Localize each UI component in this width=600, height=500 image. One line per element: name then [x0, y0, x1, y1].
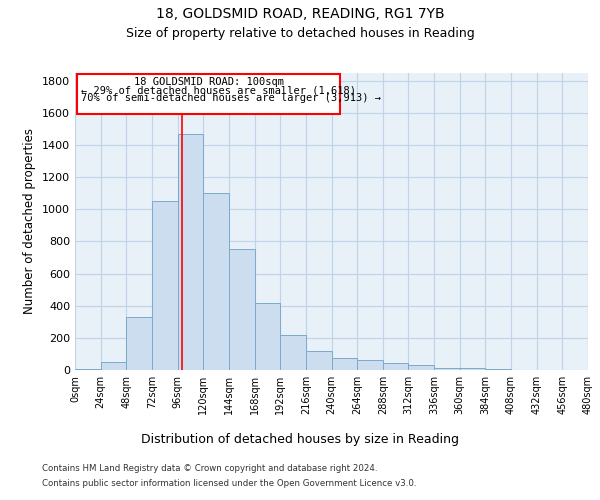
Text: ← 29% of detached houses are smaller (1,618): ← 29% of detached houses are smaller (1,…: [82, 86, 356, 96]
Text: Contains public sector information licensed under the Open Government Licence v3: Contains public sector information licen…: [42, 479, 416, 488]
Bar: [229, 250, 254, 370]
Bar: [409, 365, 434, 370]
Text: 18, GOLDSMID ROAD, READING, RG1 7YB: 18, GOLDSMID ROAD, READING, RG1 7YB: [155, 8, 445, 22]
Text: 18 GOLDSMID ROAD: 100sqm: 18 GOLDSMID ROAD: 100sqm: [134, 78, 284, 88]
Bar: [152, 201, 178, 370]
Bar: [383, 363, 409, 370]
Bar: [254, 304, 280, 370]
Bar: [127, 317, 152, 370]
Bar: [178, 134, 203, 370]
FancyBboxPatch shape: [77, 74, 340, 114]
Bar: [357, 360, 383, 370]
Bar: [434, 368, 460, 370]
Bar: [460, 368, 485, 370]
Text: Distribution of detached houses by size in Reading: Distribution of detached houses by size …: [141, 432, 459, 446]
Text: 70% of semi-detached houses are larger (3,913) →: 70% of semi-detached houses are larger (…: [82, 94, 382, 104]
Bar: [485, 369, 511, 370]
Bar: [203, 193, 229, 370]
Bar: [75, 369, 101, 370]
Bar: [101, 362, 127, 370]
Bar: [331, 358, 357, 370]
Y-axis label: Number of detached properties: Number of detached properties: [23, 128, 37, 314]
Bar: [306, 350, 331, 370]
Text: Contains HM Land Registry data © Crown copyright and database right 2024.: Contains HM Land Registry data © Crown c…: [42, 464, 377, 473]
Text: Size of property relative to detached houses in Reading: Size of property relative to detached ho…: [125, 28, 475, 40]
Bar: [280, 336, 306, 370]
